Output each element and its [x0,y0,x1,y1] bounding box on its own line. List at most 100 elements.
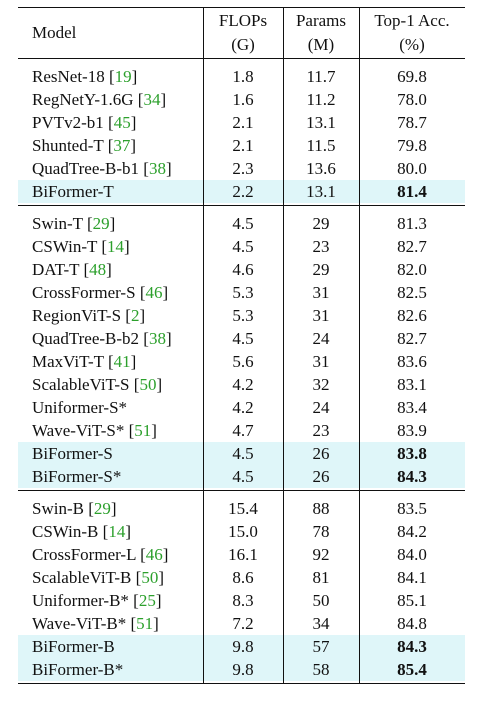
column-divider [283,304,284,327]
table-row: CSWin-B [14] 15.0 78 84.2 [18,520,465,543]
cell-acc: 81.3 [359,212,465,235]
group-bottom-gap [18,203,465,205]
header-acc-label: Top-1 Acc. [374,11,450,30]
column-divider [203,134,204,157]
cell-model: Wave-ViT-B* [51] [18,612,203,635]
cell-model: RegNetY-1.6G [34] [18,88,203,111]
cell-params: 23 [312,237,330,256]
group-separator [18,205,465,206]
cell-params: 31 [312,283,330,302]
cell-params: 13.1 [306,113,336,132]
citation: [51] [128,421,157,440]
citation: [50] [135,568,164,587]
citation: [38] [143,159,172,178]
cell-acc: 85.1 [359,589,465,612]
table-row: BiFormer-S 4.5 26 83.8 [18,442,465,465]
model-name: CSWin-T [32,237,98,256]
cell-params: 88 [312,499,330,518]
column-divider [283,206,284,212]
cell-model: BiFormer-S* [18,465,203,488]
column-divider [359,589,360,612]
cell-model: RegionViT-S [2] [18,304,203,327]
column-divider [283,589,284,612]
acc-value: 82.6 [397,306,427,325]
cell-params: 57 [312,637,330,656]
cell-flops: 15.4 [228,499,258,518]
column-divider [283,212,284,235]
model-name: Wave-ViT-B* [32,614,127,633]
column-divider [359,65,360,88]
column-divider [359,180,360,203]
citation-number: 14 [107,237,125,256]
citation: [50] [133,375,163,394]
cell-flops: 9.8 [232,660,254,679]
column-divider [203,65,204,88]
column-divider [203,235,204,258]
column-divider [203,612,204,635]
citation: [34] [137,90,167,109]
cell-params: 11.2 [306,90,336,109]
column-divider [283,658,284,681]
column-divider [359,465,360,488]
cell-flops: 2.1 [232,136,254,155]
group-separator [18,490,465,491]
cell-flops: 5.3 [232,306,254,325]
cell-params: 31 [312,306,330,325]
table-row: PVTv2-b1 [45] 2.1 13.1 78.7 [18,111,465,134]
citation-number: 29 [92,214,110,233]
acc-value: 82.5 [397,283,427,302]
cell-model: Shunted-T [37] [18,134,203,157]
model-name: Shunted-T [32,136,104,155]
cell-acc: 82.0 [359,258,465,281]
model-name: BiFormer-B [32,637,115,656]
column-divider [359,157,360,180]
column-divider [283,65,284,88]
column-divider [359,203,360,205]
column-divider [203,520,204,543]
citation: [41] [107,352,137,371]
column-divider [359,327,360,350]
cell-model: DAT-T [48] [18,258,203,281]
cell-params: 13.1 [306,182,336,201]
cell-acc: 79.8 [359,134,465,157]
citation-number: 51 [134,421,152,440]
model-name: Uniformer-S* [32,398,128,417]
cell-params: 78 [312,522,330,541]
column-divider [283,681,284,683]
column-divider [283,327,284,350]
model-name: MaxViT-T [32,352,104,371]
header-rule [18,58,465,59]
citation: [46] [140,545,169,564]
citation-number: 2 [130,306,140,325]
cell-acc: 78.0 [359,88,465,111]
header-acc: Top-1 Acc. (%) [359,8,465,58]
citation: [29] [86,214,116,233]
group-bottom-gap [18,488,465,490]
column-divider [283,180,284,203]
table-row: CSWin-T [14] 4.5 23 82.7 [18,235,465,258]
column-divider [283,373,284,396]
cell-params: 29 [312,260,330,279]
column-divider [203,327,204,350]
cell-flops: 4.6 [232,260,254,279]
cell-params: 29 [312,214,330,233]
cell-model: Wave-ViT-S* [51] [18,419,203,442]
model-name: Swin-T [32,214,83,233]
acc-value: 85.4 [397,660,427,679]
citation-number: 34 [143,90,161,109]
citation: [14] [102,522,131,541]
acc-value: 83.4 [397,398,427,417]
cell-flops: 1.6 [232,90,254,109]
citation-number: 46 [145,283,163,302]
table-row: BiFormer-T 2.2 13.1 81.4 [18,180,465,203]
citation-number: 19 [114,67,132,86]
model-name: BiFormer-T [32,182,114,201]
acc-value: 83.6 [397,352,427,371]
group-top-gap [18,59,465,65]
cell-flops: 4.5 [232,444,254,463]
cell-model: ResNet-18 [19] [18,65,203,88]
citation: [29] [88,499,117,518]
group-top-gap [18,491,465,497]
acc-value: 84.8 [397,614,427,633]
acc-value: 79.8 [397,136,427,155]
